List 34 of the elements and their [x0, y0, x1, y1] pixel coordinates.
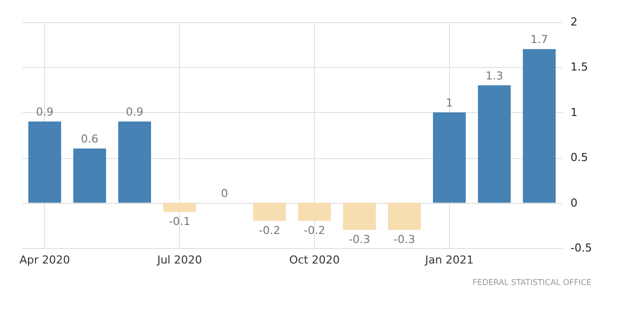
data-label: 1.3	[486, 69, 504, 82]
bar	[478, 85, 511, 203]
bar	[73, 148, 106, 203]
bar	[522, 49, 556, 203]
data-label: 0.9	[126, 105, 144, 118]
x-tick-label: Jul 2020	[156, 254, 202, 266]
bar	[343, 202, 376, 230]
bar	[432, 112, 466, 203]
text: FEDERAL STATISTICAL OFFICE	[472, 278, 592, 287]
y-tick-label: 2	[570, 16, 578, 28]
bar	[163, 202, 196, 212]
bar	[253, 202, 286, 221]
y-tick-label: 0	[570, 196, 578, 210]
data-label: 0	[221, 186, 228, 200]
y-tick-label: -0.5	[570, 242, 592, 254]
bar	[298, 202, 331, 221]
data-label: -0.2	[304, 224, 326, 237]
data-label: -0.2	[258, 224, 280, 237]
y-tick-label: 1.5	[570, 60, 588, 74]
data-label: -0.3	[348, 232, 370, 246]
data-label: 0.6	[80, 132, 98, 146]
x-tick-label: Apr 2020	[19, 254, 70, 266]
y-tick-label: 1	[570, 106, 578, 119]
x-tick-label: Jan 2021	[424, 254, 474, 266]
bar	[118, 121, 152, 203]
data-label: 1	[446, 96, 453, 110]
data-label: 0.9	[36, 105, 54, 118]
bar	[28, 121, 62, 203]
data-label: -0.1	[168, 214, 190, 228]
x-tick-label: Oct 2020	[289, 254, 340, 266]
data-label: -0.3	[394, 232, 416, 246]
y-tick-label: 0.5	[570, 151, 588, 164]
bar	[388, 202, 421, 230]
data-label: 1.7	[530, 33, 548, 46]
